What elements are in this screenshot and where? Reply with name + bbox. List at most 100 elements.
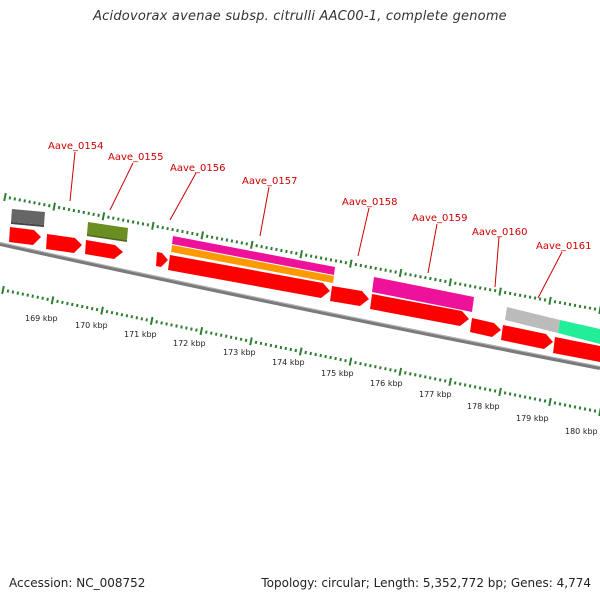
minor-tick (473, 285, 477, 289)
minor-tick (62, 206, 66, 211)
gene-label[interactable]: Aave_0155 (108, 152, 164, 163)
minor-tick (145, 318, 148, 322)
minor-tick (478, 386, 482, 390)
gene-label[interactable]: Aave_0161 (536, 241, 592, 252)
minor-tick (190, 327, 193, 331)
minor-tick (244, 338, 248, 343)
minor-tick (61, 300, 64, 305)
major-tick (548, 397, 552, 407)
minor-tick (230, 239, 234, 243)
minor-tick (439, 278, 442, 283)
genome-backbone (0, 242, 600, 370)
major-tick (149, 316, 154, 326)
minor-tick (210, 331, 213, 335)
major-tick (398, 367, 403, 376)
major-tick (349, 259, 353, 268)
minor-tick (269, 343, 273, 348)
minor-tick (438, 378, 442, 382)
minor-tick (85, 305, 89, 310)
gene-label[interactable]: Aave_0157 (242, 176, 298, 187)
minor-tick (394, 369, 397, 373)
gene-arrow[interactable] (470, 318, 501, 337)
minor-tick (166, 226, 169, 231)
feature-olive-box-shade (87, 234, 127, 242)
minor-tick (513, 393, 517, 397)
minor-tick (468, 384, 472, 388)
minor-tick (309, 351, 312, 356)
minor-tick (285, 249, 288, 254)
minor-tick (259, 341, 263, 346)
minor-tick (493, 289, 497, 293)
minor-tick (518, 293, 522, 297)
minor-tick (26, 293, 30, 297)
minor-tick (28, 200, 31, 204)
leader-line (357, 207, 370, 257)
minor-tick (220, 237, 224, 241)
minor-tick (354, 360, 357, 365)
minor-tick (141, 222, 145, 226)
minor-tick (235, 240, 239, 244)
minor-tick (389, 269, 392, 273)
minor-tick (374, 266, 377, 271)
minor-tick (36, 295, 39, 299)
minor-tick (225, 238, 229, 242)
minor-tick (21, 292, 25, 296)
gene-label[interactable]: Aave_0158 (342, 197, 398, 208)
minor-tick (329, 355, 332, 360)
scale-label: 177 kbp (419, 390, 452, 399)
minor-tick (593, 307, 597, 311)
leader-line (259, 186, 270, 237)
scale-label: 179 kbp (516, 414, 549, 423)
major-tick (398, 268, 403, 278)
minor-tick (87, 211, 90, 216)
feature-magenta-bar-2[interactable] (372, 277, 474, 312)
minor-tick (578, 304, 582, 309)
minor-tick (265, 246, 268, 250)
minor-tick (563, 403, 567, 407)
minor-tick (77, 209, 81, 214)
gene-arrow[interactable] (330, 286, 369, 306)
minor-tick (186, 230, 189, 235)
feature-magenta-bar-1[interactable] (172, 236, 335, 275)
gene-label[interactable]: Aave_0154 (48, 141, 104, 152)
minor-tick (117, 217, 120, 221)
feature-gray-box-shade (11, 222, 44, 227)
minor-tick (508, 291, 512, 296)
minor-tick (156, 225, 159, 229)
minor-tick (41, 296, 44, 300)
minor-tick (71, 302, 74, 307)
minor-tick (80, 304, 84, 309)
gene-arrow[interactable] (156, 252, 168, 267)
gene-label[interactable]: Aave_0160 (472, 227, 528, 238)
minor-tick (588, 306, 592, 310)
gene-arrow[interactable] (9, 227, 41, 245)
minor-tick (234, 336, 238, 340)
scale-label: 176 kbp (370, 379, 403, 388)
minor-tick (469, 284, 472, 288)
feature-gray-box[interactable] (11, 209, 45, 225)
gene-arrow[interactable] (46, 234, 82, 253)
gene-label[interactable]: Aave_0159 (412, 213, 468, 224)
minor-tick (453, 381, 457, 385)
feature-olive-box[interactable] (87, 222, 128, 240)
feature-lightgray-bar[interactable] (505, 307, 560, 333)
scale-tick-track (1, 285, 600, 417)
minor-tick (48, 204, 51, 208)
minor-tick (240, 241, 244, 245)
gene-arrow[interactable] (370, 294, 469, 326)
minor-tick (294, 348, 298, 353)
gene-arrow[interactable] (85, 240, 123, 259)
minor-tick (558, 301, 562, 305)
feature-orange-bar[interactable] (171, 245, 334, 283)
minor-tick (33, 201, 36, 205)
gene-arrow[interactable] (553, 337, 600, 362)
minor-tick (334, 259, 338, 263)
feature-mint-bar[interactable] (558, 320, 600, 344)
minor-tick (255, 244, 258, 248)
gene-arrow[interactable] (168, 255, 330, 298)
minor-tick (107, 215, 110, 219)
minor-tick (56, 299, 59, 304)
minor-tick (274, 344, 278, 349)
gene-label[interactable]: Aave_0156 (170, 163, 226, 174)
gene-arrow[interactable] (501, 325, 553, 349)
